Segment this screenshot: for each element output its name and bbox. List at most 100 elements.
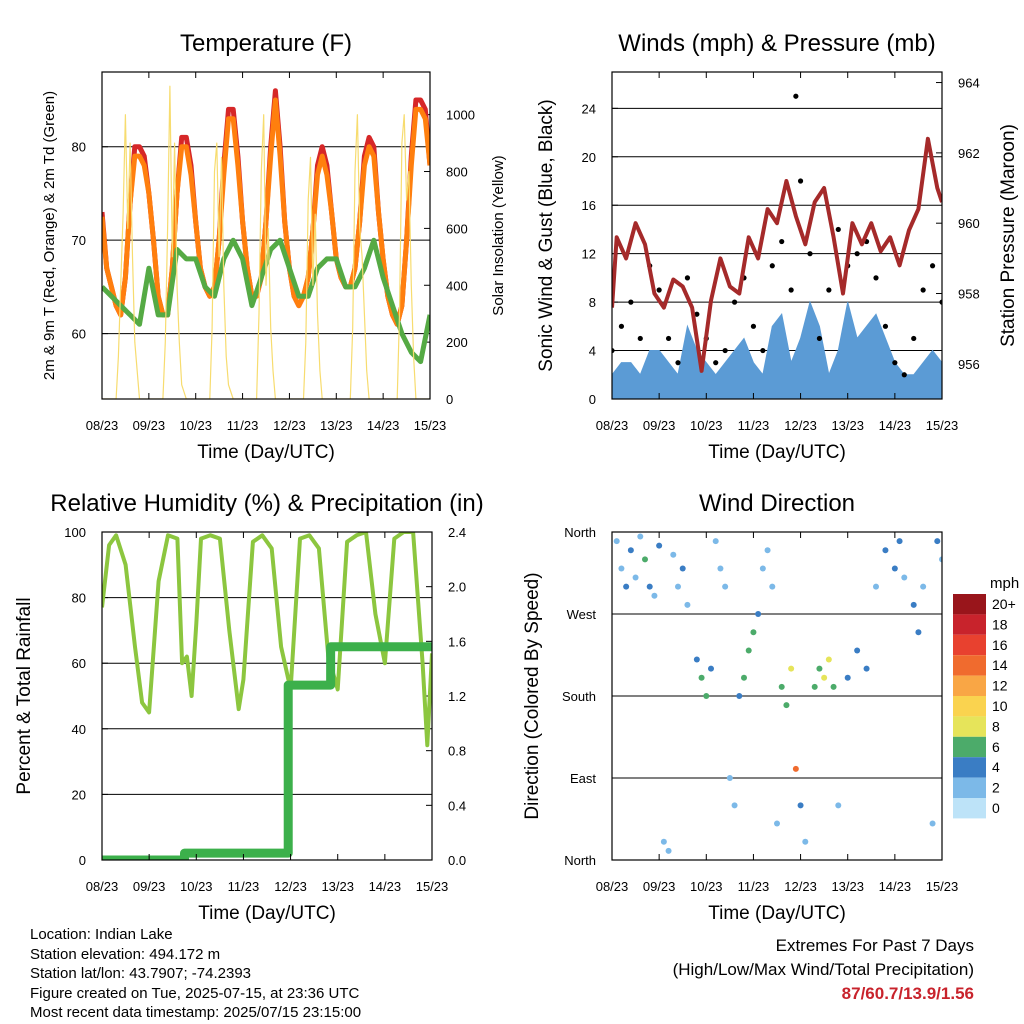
- temp-ylabel: 2m & 9m T (Red, Orange) & 2m Td (Green): [41, 91, 58, 380]
- dir-legend: mph 20+ 18 16 14 12 10 8 6 4 2 0: [953, 575, 1019, 819]
- dir-point: [863, 665, 870, 672]
- dir-legend-label: 6: [992, 739, 1000, 755]
- dir-point: [717, 565, 724, 572]
- rh-series-group: [102, 532, 432, 860]
- rh-xtick-label: 13/23: [321, 879, 354, 894]
- wind-series-1-point: [788, 287, 794, 293]
- station-info: Location: Indian Lake Station elevation:…: [30, 925, 361, 1023]
- dir-point: [736, 693, 743, 699]
- dir-point: [835, 802, 842, 809]
- dir-legend-label: 12: [992, 678, 1008, 694]
- dir-point: [783, 702, 790, 709]
- dir-xtick-label: 11/23: [738, 879, 770, 894]
- wind-series-1-point: [612, 347, 615, 354]
- dir-ytick-label: South: [562, 689, 596, 704]
- wind-xlabel: Time (Day/UTC): [708, 442, 846, 463]
- wind-series-1-point: [684, 275, 691, 281]
- wind-xtick-label: 15/23: [926, 418, 959, 433]
- wind-series-1-point: [854, 251, 860, 257]
- rh-ytick-label: 20: [72, 787, 86, 802]
- wind-series-1-point: [665, 335, 672, 342]
- dir-legend-swatch: [953, 757, 986, 778]
- wind-series-1-point: [722, 347, 728, 354]
- dir-ytick-label: West: [567, 607, 597, 622]
- rh-ytick-right-label: 0.8: [448, 744, 466, 759]
- dir-legend-label: 4: [992, 759, 1000, 775]
- dir-ytick-label: North: [564, 853, 596, 868]
- wind-ytick-right-label: 958: [958, 287, 980, 302]
- dir-point: [675, 583, 681, 590]
- dir-point: [939, 556, 942, 563]
- dir-point: [769, 583, 776, 590]
- dir-legend-title: mph: [990, 575, 1019, 592]
- dir-point: [627, 547, 634, 554]
- dir-point: [665, 847, 672, 854]
- dir-point: [712, 538, 719, 545]
- dir-legend-swatch: [953, 594, 986, 615]
- temp-xtick-label: 10/23: [179, 418, 212, 433]
- dir-xtick-label: 13/23: [831, 879, 864, 894]
- wind-series-group: [612, 93, 942, 399]
- wind-xtick-label: 13/23: [831, 418, 864, 433]
- dir-point: [646, 583, 653, 590]
- extremes-legend: (High/Low/Max Wind/Total Precipitation): [672, 960, 974, 979]
- wind-series-1-point: [675, 360, 681, 366]
- wind-series-1-point: [835, 226, 841, 233]
- wind-xtick-label: 09/23: [643, 418, 676, 433]
- wind-series-1-point: [920, 287, 926, 293]
- temp-ytick-right-label: 200: [446, 335, 468, 350]
- wind-panel: 0 4 8 12 16 20 24 956 958 960 962 964 08/23 09/23 10/2…: [536, 30, 1019, 463]
- dir-point: [642, 556, 648, 563]
- wind-ytick-right-label: 964: [958, 76, 980, 91]
- wind-ytick-label: 24: [582, 101, 596, 116]
- temp-xtick-label: 12/23: [273, 418, 306, 433]
- rh-series-0-line: [102, 532, 432, 748]
- wind-series-1-point: [807, 251, 813, 257]
- wind-series-1-point: [713, 360, 719, 366]
- dir-ytick-label: East: [570, 771, 596, 786]
- wind-xtick-label: 12/23: [784, 418, 817, 433]
- rh-ytick-right-label: 0.4: [448, 798, 466, 813]
- wind-series-1-point: [656, 287, 662, 293]
- dir-legend-label: 14: [992, 657, 1008, 673]
- wind-series-2-line: [612, 136, 942, 373]
- wind-series-1-point: [731, 299, 738, 305]
- dir-frame: [611, 531, 943, 861]
- dir-point: [896, 538, 903, 545]
- dir-point: [844, 674, 851, 681]
- dir-point: [632, 574, 639, 581]
- dir-xtick-label: 09/23: [643, 879, 676, 894]
- temp-ytick-label: 80: [72, 140, 86, 155]
- dir-xlabel: Time (Day/UTC): [708, 903, 846, 924]
- dir-legend-label: 20+: [992, 596, 1016, 612]
- dir-point: [731, 802, 738, 809]
- dir-legend-label: 2: [992, 780, 1000, 796]
- dir-point: [764, 547, 771, 554]
- temp-ytick-right-label: 400: [446, 278, 468, 293]
- temp-xtick-label: 09/23: [133, 418, 166, 433]
- rh-panel: 0 20 40 60 80 100 0.0 0.4 0.8 1.2 1.6 2.0 2.4 08/23 09…: [14, 490, 484, 924]
- rh-ytick-right-label: 2.0: [448, 580, 466, 595]
- recent-text: Most recent data timestamp: 2025/07/15 2…: [30, 1004, 362, 1021]
- dir-point: [825, 656, 832, 663]
- dir-point: [726, 775, 733, 781]
- dir-point: [811, 683, 818, 690]
- wind-series-1-point: [892, 360, 898, 366]
- dir-ytick-label: North: [564, 525, 596, 540]
- dir-point: [792, 765, 799, 772]
- wind-frame: [611, 71, 943, 400]
- wind-series-1-point: [760, 347, 766, 354]
- dir-title: Wind Direction: [699, 490, 855, 517]
- wind-series-1-point: [637, 335, 643, 342]
- dir-point: [830, 683, 837, 690]
- wind-ylabel: Sonic Wind & Gust (Blue, Black): [536, 99, 557, 371]
- temp-xtick-label: 08/23: [86, 418, 119, 433]
- dir-point: [920, 583, 927, 590]
- dir-point: [788, 665, 795, 672]
- dir-point: [882, 547, 889, 554]
- dir-point: [708, 665, 714, 672]
- rh-ytick-right-label: 2.4: [448, 525, 466, 540]
- wind-series-1-point: [628, 299, 634, 305]
- location-text: Location: Indian Lake: [30, 926, 173, 943]
